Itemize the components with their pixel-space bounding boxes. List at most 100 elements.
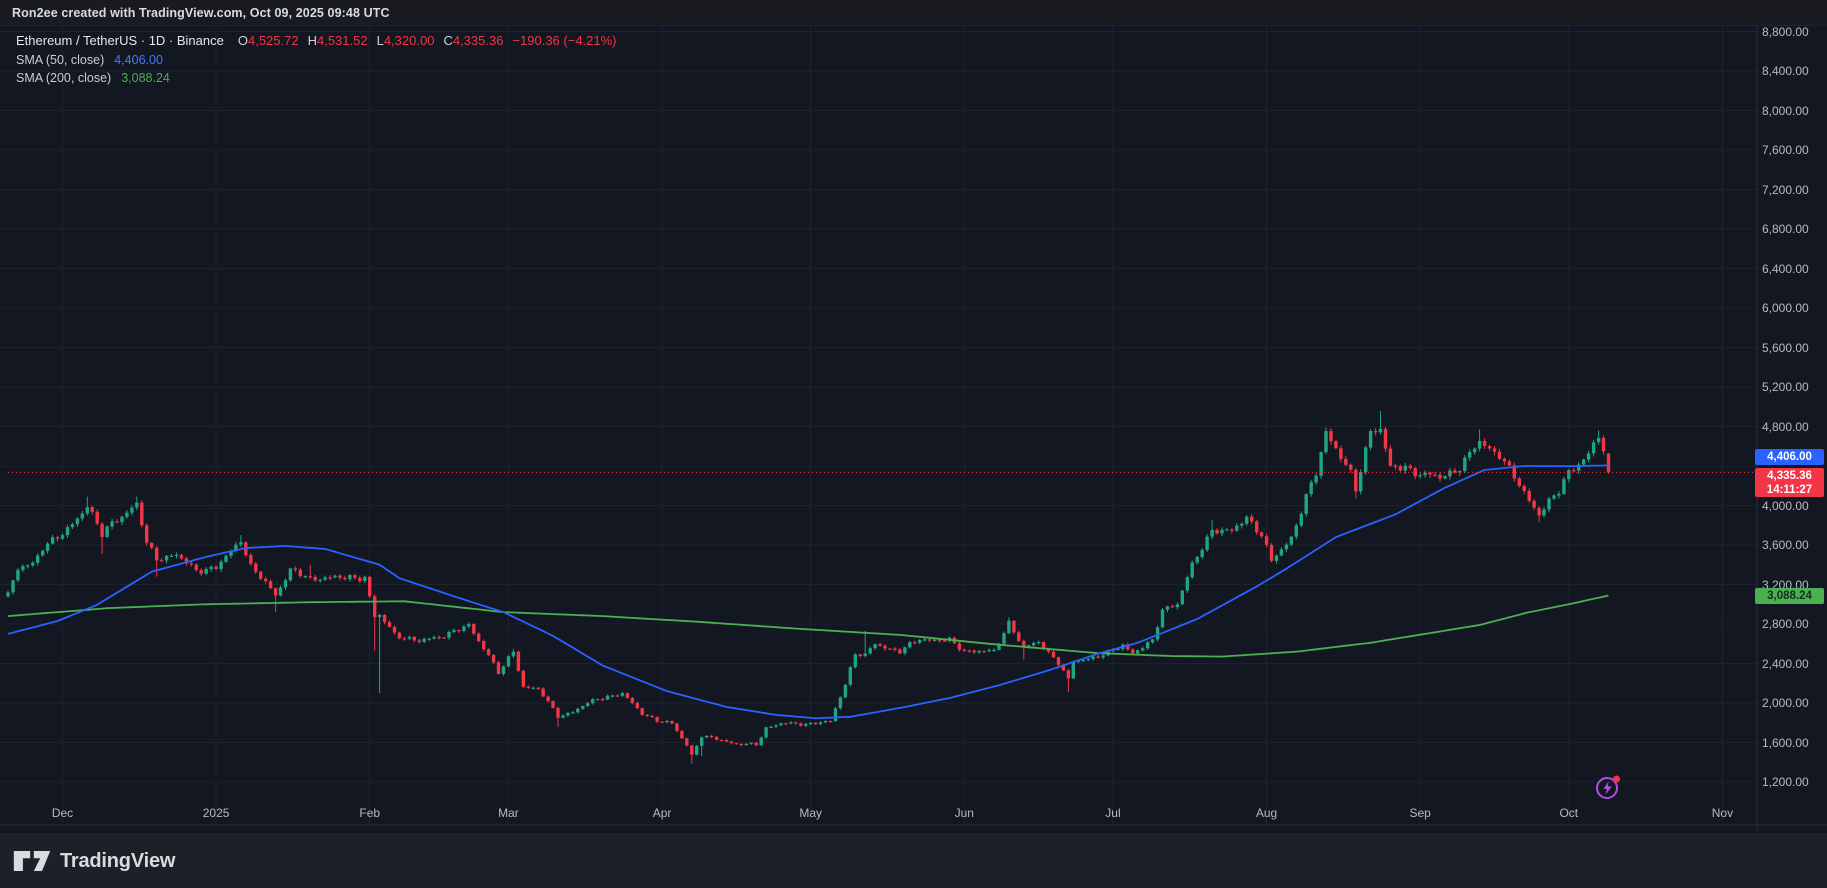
candle (600, 697, 605, 702)
time-axis-label: May (799, 806, 823, 820)
candle (457, 629, 461, 633)
candle (1591, 439, 1596, 457)
candle (1339, 445, 1343, 463)
candle (1458, 470, 1462, 476)
candle (338, 574, 342, 581)
candle (288, 567, 293, 582)
candle (155, 545, 159, 577)
candle (705, 735, 709, 739)
candle (1274, 554, 1279, 564)
symbol-legend-row[interactable]: Ethereum / TetherUS · 1D · Binance O 4,52… (16, 33, 617, 50)
candle (1577, 462, 1581, 474)
price-axis-label: 1,200.00 (1762, 775, 1809, 789)
candle (620, 691, 625, 698)
candle (452, 628, 456, 633)
candle (913, 640, 917, 645)
candle (1567, 468, 1571, 483)
candle (675, 722, 679, 733)
sma50-line[interactable] (7, 464, 1609, 720)
candle (1388, 445, 1393, 467)
candle (432, 635, 436, 640)
candle (348, 573, 352, 582)
candle (387, 620, 392, 628)
candle (556, 706, 560, 727)
candle (561, 714, 565, 719)
candle (16, 567, 20, 583)
high-label: H (307, 33, 317, 48)
candle (655, 716, 659, 724)
candle (368, 575, 372, 598)
candle (670, 720, 674, 724)
candle (1522, 484, 1526, 494)
candle (1344, 456, 1348, 467)
candle (477, 632, 481, 643)
candle (1289, 535, 1293, 546)
candle (982, 650, 986, 653)
candle (809, 722, 813, 725)
candle (531, 686, 535, 689)
candle (784, 722, 788, 725)
candle (1056, 656, 1061, 667)
candle (1517, 476, 1521, 488)
candle (1497, 448, 1502, 461)
candle (174, 552, 179, 559)
candle (377, 613, 382, 694)
candle (853, 653, 857, 669)
bar-countdown-text: 14:11:27 (1766, 483, 1813, 496)
candle (1468, 449, 1472, 461)
candle (1269, 543, 1274, 563)
tradingview-logo-icon (13, 851, 51, 871)
price-axis-label: 6,000.00 (1762, 301, 1809, 315)
price-axis-label: 6,400.00 (1762, 261, 1809, 276)
candle (437, 635, 441, 640)
candle (1185, 575, 1189, 593)
candle (164, 555, 169, 564)
indicator-row-sma50[interactable]: SMA (50, close) 4,406.00 (16, 53, 617, 68)
candle (110, 518, 114, 530)
candle (1096, 654, 1100, 659)
candle (328, 575, 332, 580)
candle (848, 665, 852, 687)
candle (987, 648, 991, 653)
candle (1334, 440, 1338, 450)
candle (264, 576, 268, 584)
time-axis-label: Feb (359, 806, 381, 820)
candle (95, 509, 99, 526)
price-axis-label: 6,800.00 (1762, 222, 1809, 236)
candle (333, 574, 337, 579)
candle (863, 630, 867, 658)
tradingview-link[interactable]: TradingView (12, 848, 175, 874)
candle (729, 740, 734, 745)
candle (883, 644, 887, 651)
candle (1502, 457, 1507, 465)
high-value: 4,531.52 (316, 33, 368, 48)
candle (516, 650, 521, 672)
candle (293, 566, 298, 573)
candle (402, 636, 407, 641)
price-axis-label: 5,600.00 (1762, 340, 1809, 355)
candle (665, 719, 669, 724)
candle (308, 564, 312, 580)
candle (491, 654, 496, 665)
candle (695, 744, 699, 756)
symbol-title: Ethereum / TetherUS · 1D · Binance (16, 33, 224, 48)
indicator-row-sma200[interactable]: SMA (200, close) 3,088.24 (16, 71, 617, 86)
candle (159, 558, 164, 562)
candle (273, 587, 278, 613)
price-axis-label: 2,400.00 (1762, 656, 1809, 671)
candle (779, 722, 783, 726)
candle (1408, 463, 1412, 471)
time-axis-label: Jun (954, 806, 974, 820)
candle (1413, 466, 1417, 480)
candle (1220, 527, 1224, 537)
candle (373, 594, 377, 651)
candle (1170, 604, 1175, 608)
candle (259, 570, 263, 581)
candle (814, 722, 818, 725)
candle (1007, 617, 1011, 635)
candle (214, 565, 218, 571)
candle (427, 638, 431, 641)
sma200-line[interactable] (7, 594, 1609, 658)
candle (1314, 473, 1318, 485)
